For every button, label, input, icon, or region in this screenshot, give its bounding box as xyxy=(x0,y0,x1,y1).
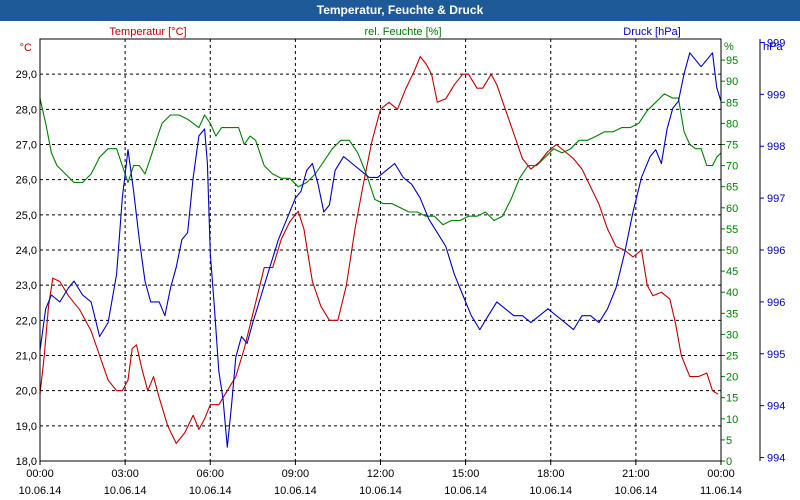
pressure-series-line xyxy=(39,52,722,448)
x-tick-label-date: 10.06.14 xyxy=(104,485,147,497)
window-title: Temperatur, Feuchte & Druck xyxy=(0,0,800,21)
x-tick-label-date: 11.06.14 xyxy=(700,485,742,497)
pressure-unit-label: hPa xyxy=(763,41,783,53)
x-tick-label-time: 00:00 xyxy=(707,468,735,480)
humidity-tick-label: 70 xyxy=(726,161,738,173)
pressure-tick-label: 999 xyxy=(767,37,785,49)
humidity-tick-label: 85 xyxy=(726,97,738,109)
humidity-tick-label: 95 xyxy=(726,55,738,67)
humidity-unit-label: % xyxy=(724,41,734,53)
temperature-tick-label: 18,0 xyxy=(16,456,37,468)
humidity-tick-label: 25 xyxy=(726,351,738,363)
pressure-tick-label: 996 xyxy=(767,297,785,309)
temperature-tick-label: 28,0 xyxy=(16,104,37,116)
pressure-tick-label: 994 xyxy=(767,401,785,413)
plot-border xyxy=(39,38,722,462)
pressure-tick-label: 994 xyxy=(767,453,785,465)
x-tick-label-date: 10.06.14 xyxy=(19,485,62,497)
x-tick-label-date: 10.06.14 xyxy=(614,485,657,497)
humidity-tick-label: 65 xyxy=(726,182,738,194)
humidity-series-line xyxy=(39,93,722,226)
temperature-tick-label: 26,0 xyxy=(16,175,37,187)
humidity-tick-label: 35 xyxy=(726,308,738,320)
humidity-tick-label: 20 xyxy=(726,372,738,384)
temperature-unit-label: °C xyxy=(20,42,32,54)
humidity-legend-label: rel. Feuchte [%] xyxy=(364,26,441,38)
humidity-tick-label: 40 xyxy=(726,287,738,299)
x-tick-label-time: 09:00 xyxy=(282,468,310,480)
x-tick-label-time: 06:00 xyxy=(196,468,224,480)
humidity-tick-label: 50 xyxy=(726,245,738,257)
temperature-tick-label: 21,0 xyxy=(16,351,37,363)
x-tick-label-time: 15:00 xyxy=(452,468,480,480)
pressure-tick-label: 999 xyxy=(767,89,785,101)
temperature-tick-label: 23,0 xyxy=(16,280,37,292)
temperature-tick-label: 25,0 xyxy=(16,210,37,222)
humidity-tick-label: 10 xyxy=(726,414,738,426)
humidity-tick-label: 15 xyxy=(726,393,738,405)
temperature-tick-label: 24,0 xyxy=(16,245,37,257)
x-tick-label-time: 03:00 xyxy=(111,468,139,480)
pressure-tick-label: 998 xyxy=(767,141,785,153)
x-tick-label-date: 10.06.14 xyxy=(529,485,572,497)
x-tick-label-date: 10.06.14 xyxy=(274,485,317,497)
humidity-tick-label: 80 xyxy=(726,118,738,130)
humidity-tick-label: 55 xyxy=(726,224,738,236)
pressure-legend-label: Druck [hPa] xyxy=(623,26,680,38)
x-tick-label-date: 10.06.14 xyxy=(359,485,402,497)
temperature-legend-label: Temperatur [°C] xyxy=(109,26,186,38)
pressure-tick-label: 996 xyxy=(767,245,785,257)
temperature-tick-label: 27,0 xyxy=(16,140,37,152)
humidity-tick-label: 5 xyxy=(726,435,732,447)
temperature-tick-label: 22,0 xyxy=(16,315,37,327)
pressure-tick-label: 995 xyxy=(767,349,785,361)
pressure-tick-label: 997 xyxy=(767,193,785,205)
x-tick-label-time: 00:00 xyxy=(26,468,54,480)
temperature-tick-label: 20,0 xyxy=(16,386,37,398)
x-tick-label-time: 12:00 xyxy=(367,468,395,480)
humidity-tick-label: 30 xyxy=(726,329,738,341)
humidity-tick-label: 45 xyxy=(726,266,738,278)
temperature-tick-label: 29,0 xyxy=(16,69,37,81)
x-tick-label-time: 21:00 xyxy=(622,468,650,480)
humidity-tick-label: 75 xyxy=(726,140,738,152)
temperature-series-line xyxy=(39,56,719,444)
chart-area: 00:00 10.06.14 03:00 10.06.14 06:00 10.06.14 0… xyxy=(16,26,786,497)
humidity-tick-label: 90 xyxy=(726,76,738,88)
humidity-tick-label: 0 xyxy=(726,456,732,468)
x-tick-label-time: 18:00 xyxy=(537,468,565,480)
temperature-tick-label: 19,0 xyxy=(16,421,37,433)
humidity-tick-label: 60 xyxy=(726,203,738,215)
x-tick-label-date: 10.06.14 xyxy=(189,485,232,497)
x-tick-label-date: 10.06.14 xyxy=(444,485,487,497)
